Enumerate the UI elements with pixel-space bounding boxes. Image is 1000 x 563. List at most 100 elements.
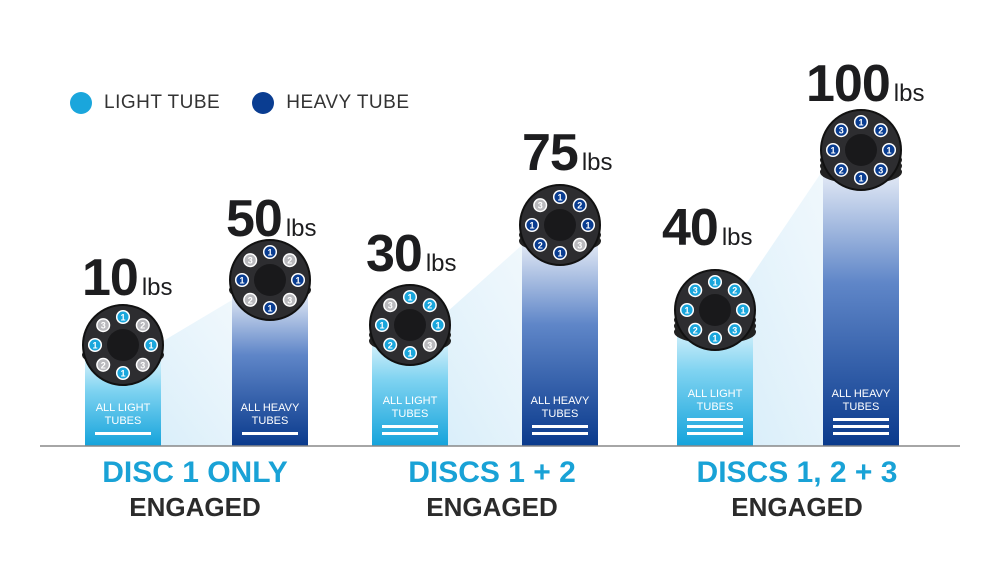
tube-engaged-icon	[580, 217, 596, 233]
light-tube-dot-icon	[70, 92, 92, 114]
tube-disengaged-icon	[96, 357, 111, 372]
tube-engaged-icon	[853, 170, 869, 186]
tube-number: 1	[148, 341, 153, 351]
group-title-line1: DISC 1 ONLY	[102, 456, 288, 489]
tube-number: 3	[248, 256, 253, 266]
group-title-line1: DISCS 1 + 2	[408, 456, 576, 489]
disc-count-stripe	[382, 425, 438, 428]
tube-number: 2	[248, 295, 253, 305]
tube-number: 1	[858, 174, 863, 184]
tube-disengaged-icon	[243, 292, 258, 307]
tube-engaged-icon	[727, 283, 742, 298]
tube-engaged-icon	[430, 317, 446, 333]
tube-number: 2	[577, 201, 582, 211]
tube-engaged-icon	[115, 309, 131, 325]
tube-number: 3	[427, 340, 432, 350]
tube-engaged-icon	[679, 302, 695, 318]
tube-engaged-icon	[825, 142, 841, 158]
tube-number: 1	[435, 321, 440, 331]
tube-disengaged-icon	[135, 357, 150, 372]
tube-number: 1	[267, 304, 272, 314]
tube-number: 1	[830, 146, 835, 156]
tube-number: 3	[287, 295, 292, 305]
tube-engaged-icon	[834, 162, 849, 177]
tube-engaged-icon	[262, 244, 278, 260]
tube-number: 1	[529, 221, 534, 231]
disc-count-stripe	[833, 432, 889, 435]
tube-disengaged-icon	[533, 198, 548, 213]
tube-number: 2	[101, 360, 106, 370]
tube-number: 1	[684, 306, 689, 316]
tube-engaged-icon	[552, 189, 568, 205]
tube-engaged-icon	[727, 322, 742, 337]
heavy-tube-dot-icon	[252, 92, 275, 114]
disc-count-stripe	[833, 425, 889, 428]
tube-number: 2	[693, 325, 698, 335]
group-title-line1: DISCS 1, 2 + 3	[696, 456, 898, 489]
tube-engaged-icon	[290, 272, 306, 288]
disc-hub	[254, 264, 286, 296]
value-label: 100 lbs	[806, 55, 925, 113]
tube-number: 1	[886, 146, 891, 156]
legend-label-light: LIGHT TUBE	[104, 92, 221, 113]
tube-engaged-icon	[572, 198, 587, 213]
tube-engaged-icon	[374, 317, 390, 333]
group-title-2: DISCS 1 + 2 ENGAGED	[362, 456, 622, 522]
bar-label: ALL HEAVY TUBES	[530, 395, 590, 420]
disc-count-stripe	[242, 432, 298, 435]
tube-number: 2	[427, 301, 432, 311]
value-label: 30 lbs	[366, 225, 457, 283]
value-label: 50 lbs	[226, 190, 317, 248]
group-title-line2: ENGAGED	[426, 492, 558, 522]
tube-engaged-icon	[262, 300, 278, 316]
disc-hub	[394, 309, 426, 341]
legend-item-heavy: HEAVY TUBE	[252, 92, 409, 114]
tube-number: 3	[101, 321, 106, 331]
tube-number: 1	[858, 118, 863, 128]
group-title-3: DISCS 1, 2 + 3 ENGAGED	[668, 456, 926, 521]
tube-engaged-icon	[735, 302, 751, 318]
tube-engaged-icon	[402, 345, 418, 361]
tube-engaged-icon	[234, 272, 250, 288]
tube-number: 1	[295, 276, 300, 286]
tube-engaged-icon	[853, 114, 869, 130]
tube-engaged-icon	[707, 274, 723, 290]
tube-number: 2	[878, 126, 883, 136]
bar-label: ALL HEAVY TUBES	[831, 388, 891, 413]
tube-engaged-icon	[524, 217, 540, 233]
tube-number: 2	[388, 340, 393, 350]
tube-number: 3	[839, 126, 844, 136]
tube-number: 1	[267, 248, 272, 258]
value-label: 10 lbs	[82, 249, 173, 307]
tube-number: 2	[140, 321, 145, 331]
bar-label: ALL LIGHT TUBES	[687, 388, 743, 413]
tube-number: 1	[120, 369, 125, 379]
tube-engaged-icon	[422, 298, 437, 313]
tube-number: 3	[538, 201, 543, 211]
tube-engaged-icon	[881, 142, 897, 158]
disc-count-stripe	[382, 432, 438, 435]
tube-number: 1	[712, 334, 717, 344]
tube-engaged-icon	[87, 337, 103, 353]
legend: LIGHT TUBE HEAVY TUBE	[70, 92, 442, 114]
bars-layer: 1213121312131213121312131213121312131213…	[82, 109, 902, 446]
group-title-1: DISC 1 ONLY ENGAGED	[75, 456, 315, 522]
tube-disengaged-icon	[383, 298, 398, 313]
tube-number: 1	[712, 278, 717, 288]
tube-number: 1	[407, 349, 412, 359]
legend-label-heavy: HEAVY TUBE	[286, 92, 410, 113]
tube-number: 3	[577, 240, 582, 250]
tube-number: 1	[379, 321, 384, 331]
tube-engaged-icon	[873, 162, 888, 177]
tube-number: 3	[693, 286, 698, 296]
tube-number: 1	[557, 193, 562, 203]
disc-count-stripe	[532, 432, 588, 435]
tube-engaged-icon	[688, 322, 703, 337]
tube-engaged-icon	[873, 123, 888, 138]
disc-hub	[544, 209, 576, 241]
bar-label: ALL HEAVY TUBES	[240, 402, 300, 427]
tube-number: 3	[732, 325, 737, 335]
legend-item-light: LIGHT TUBE	[70, 92, 220, 114]
tube-number: 3	[388, 301, 393, 311]
group-title-line2: ENGAGED	[129, 492, 261, 522]
